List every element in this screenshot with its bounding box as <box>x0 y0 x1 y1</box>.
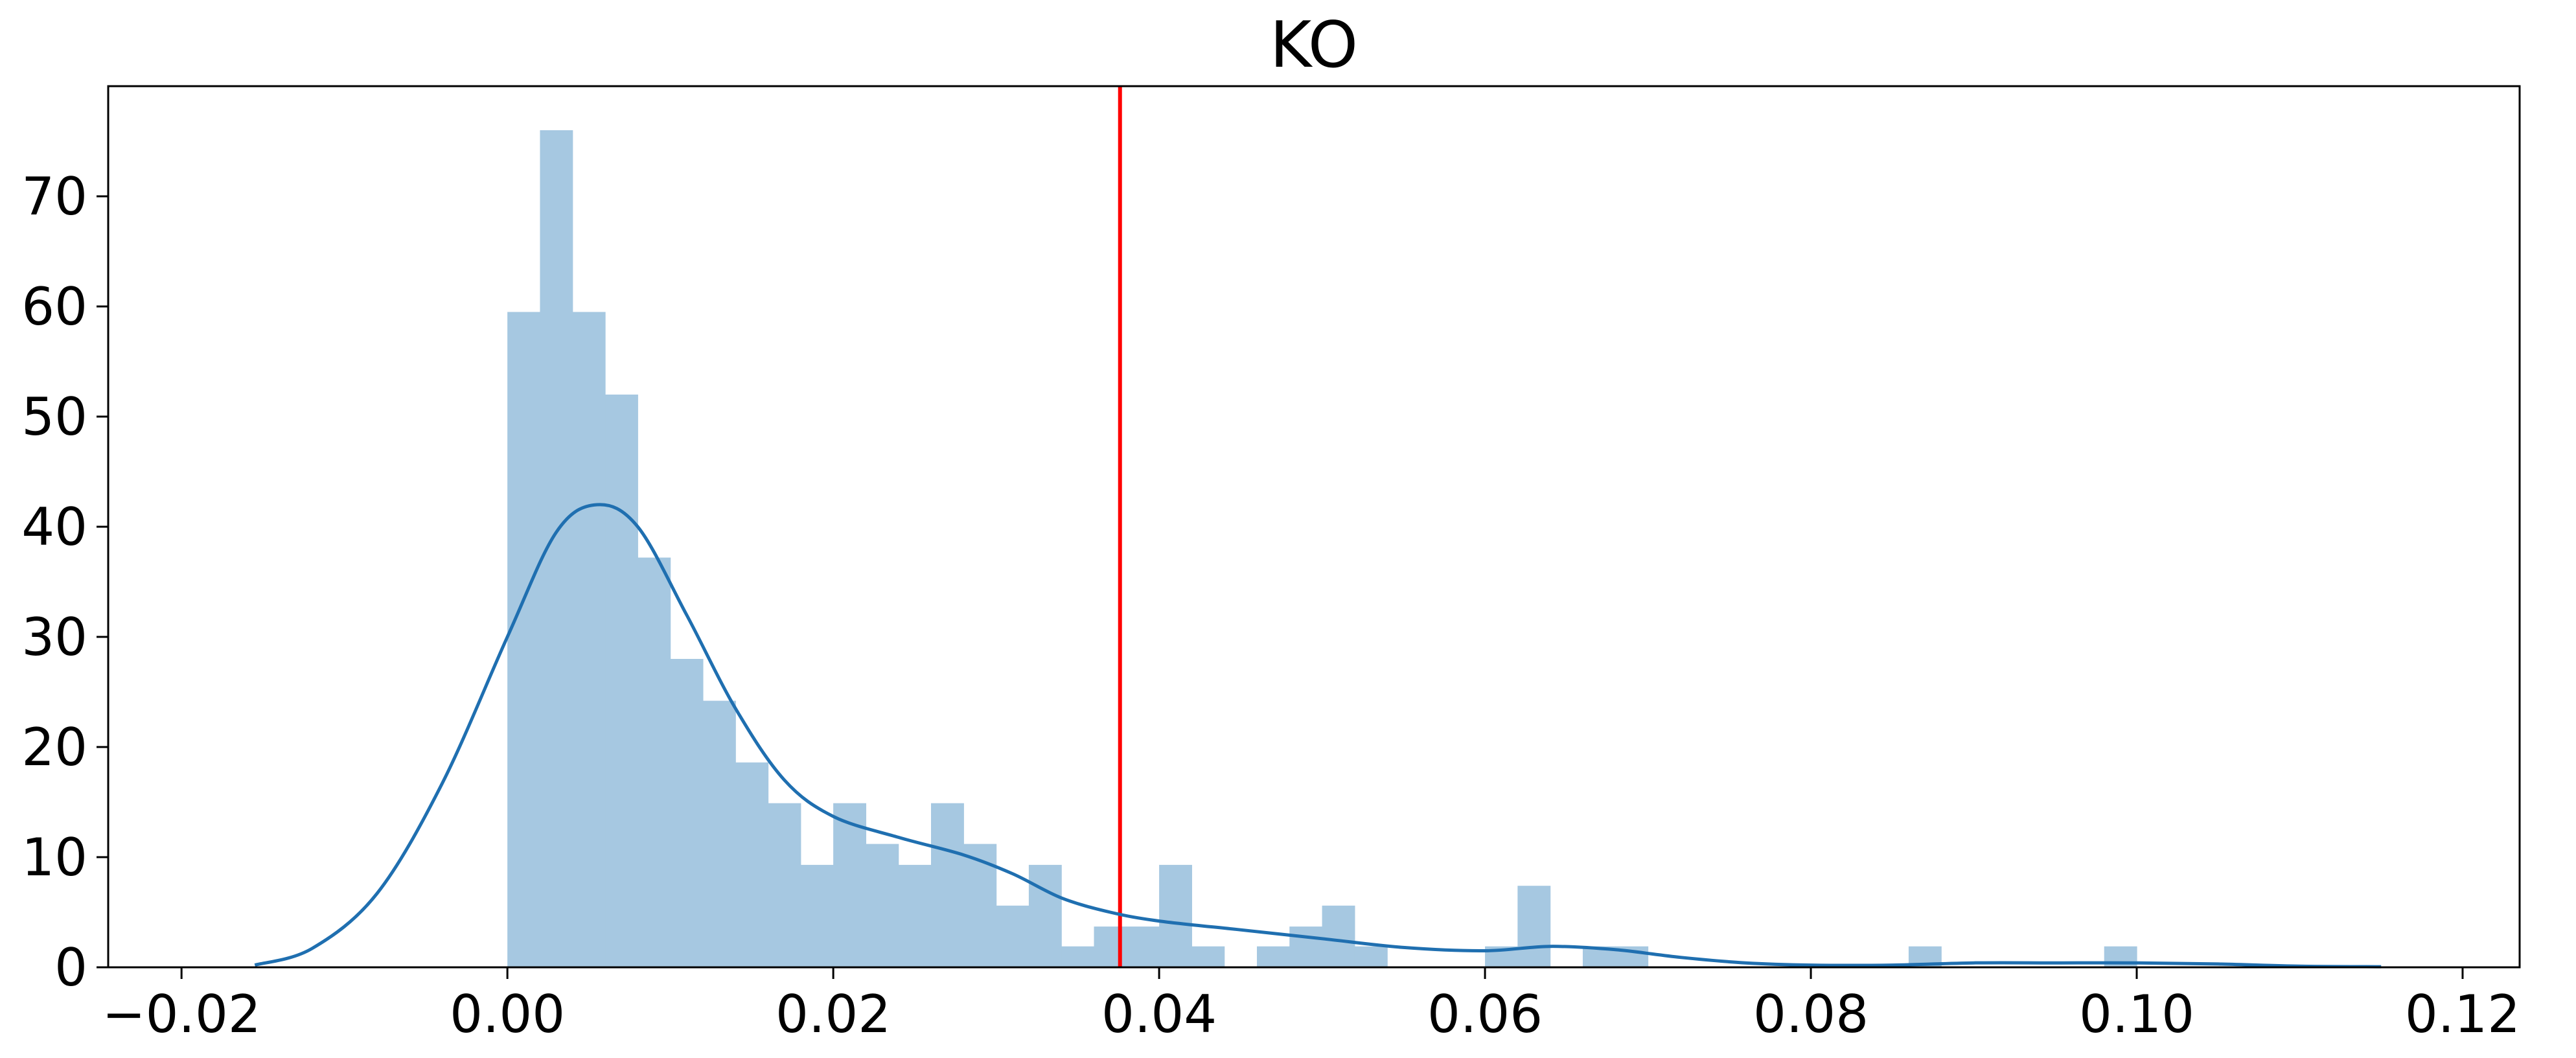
histogram-bar <box>1354 946 1388 967</box>
x-tick-label: 0.08 <box>1753 984 1869 1044</box>
histogram-bar <box>1094 926 1127 967</box>
histogram-bar <box>768 803 801 967</box>
histogram-bar <box>1289 926 1323 967</box>
histogram-bar <box>670 659 704 967</box>
x-tick-label: 0.04 <box>1101 984 1217 1044</box>
histogram-bar <box>833 803 867 967</box>
kde-curve <box>254 503 2382 969</box>
y-tick-label: 30 <box>21 607 87 667</box>
y-tick-label: 0 <box>54 937 87 998</box>
y-tick-label: 70 <box>21 167 87 227</box>
x-tick-label: 0.12 <box>2405 984 2520 1044</box>
y-axis: 0 10 20 30 40 50 60 70 <box>21 167 108 998</box>
histogram-bar <box>1061 946 1095 967</box>
histogram-bar <box>898 864 932 967</box>
kde-curve-layer <box>254 503 2382 969</box>
histogram-bar <box>605 395 638 967</box>
y-tick-label: 20 <box>21 717 87 777</box>
y-tick-label: 10 <box>21 827 87 888</box>
x-tick-label: 0.02 <box>776 984 891 1044</box>
histogram-bars <box>507 130 2137 967</box>
histogram-bar <box>1322 905 1355 967</box>
y-tick-label: 40 <box>21 497 87 557</box>
x-tick-label: 0.00 <box>450 984 565 1044</box>
histogram-bar <box>1191 946 1225 967</box>
histogram-bar <box>866 844 899 967</box>
histogram-bar <box>931 803 964 967</box>
histogram-bar <box>1159 864 1192 967</box>
histogram-bar <box>735 762 769 967</box>
histogram-bar <box>507 312 541 967</box>
histogram-bar <box>1028 864 1062 967</box>
histogram-bar <box>800 864 834 967</box>
histogram-bar <box>572 312 606 967</box>
x-tick-label: 0.06 <box>1427 984 1543 1044</box>
histogram-bar <box>963 844 997 967</box>
x-tick-label: −0.02 <box>102 984 261 1044</box>
chart-title: KO <box>1270 8 1358 82</box>
histogram-bar <box>996 905 1029 967</box>
y-tick-label: 50 <box>21 387 87 447</box>
histogram-bar <box>1256 946 1290 967</box>
histogram-bar <box>638 557 671 967</box>
x-axis: −0.02 0.00 0.02 0.04 0.06 0.08 0.10 0.12 <box>102 967 2520 1044</box>
plot-frame <box>107 85 2521 969</box>
y-tick-label: 60 <box>21 277 87 337</box>
histogram-bar <box>1517 886 1551 967</box>
histogram-bar <box>702 700 736 967</box>
x-tick-label: 0.10 <box>2079 984 2194 1044</box>
histogram-bar <box>1126 926 1160 967</box>
